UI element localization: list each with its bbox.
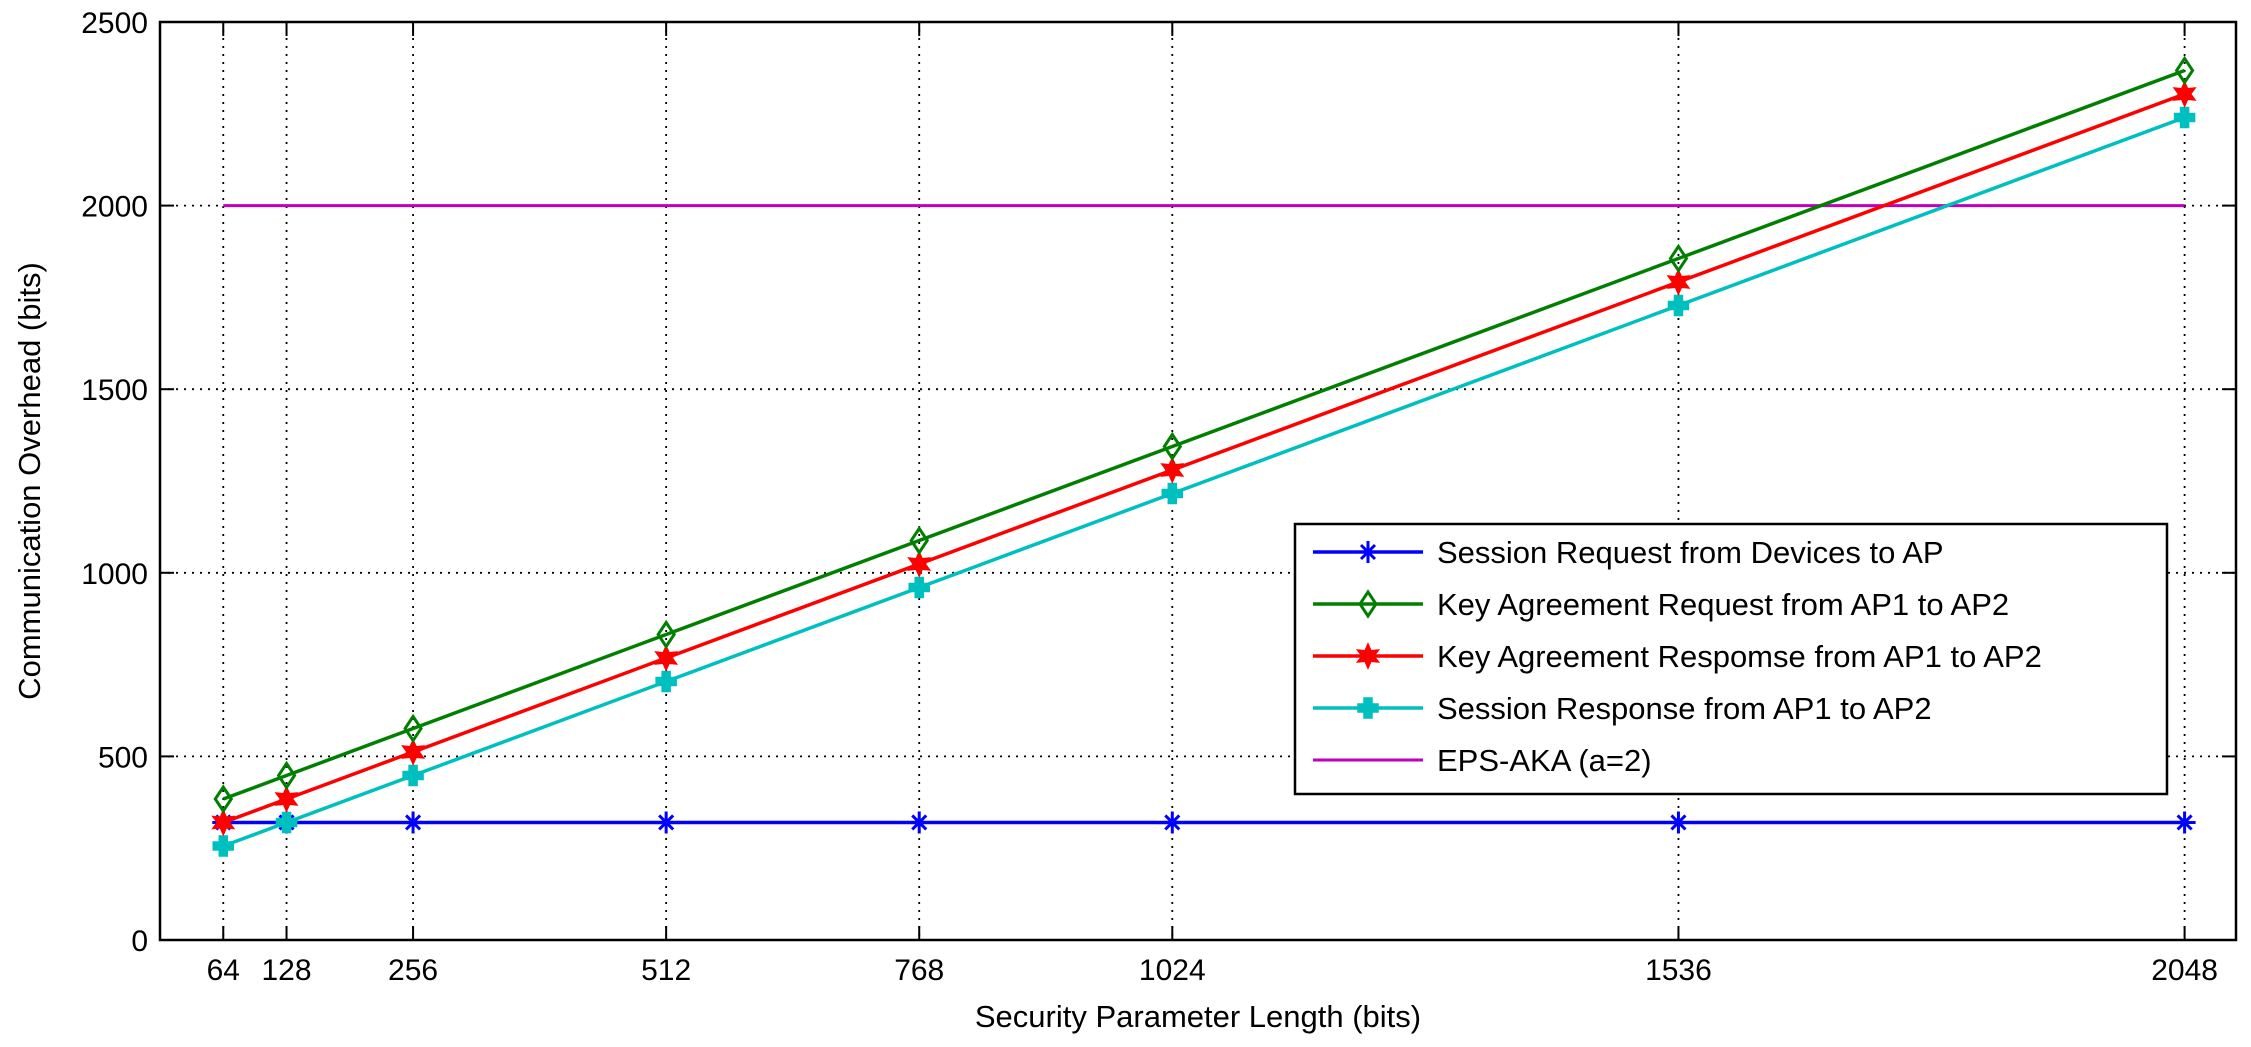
legend-marker (1355, 642, 1381, 670)
data-point (1160, 456, 1185, 484)
data-point (1667, 294, 1690, 317)
y-tick-label: 1000 (81, 558, 148, 591)
data-point (402, 764, 424, 787)
x-tick-label: 768 (894, 954, 944, 987)
data-point (655, 811, 678, 834)
y-tick-label: 1500 (81, 374, 148, 407)
legend-label: Session Response from AP1 to AP2 (1437, 691, 1932, 726)
data-point (2173, 106, 2196, 129)
legend-entry: Key Agreement Respomse from AP1 to AP2 (1313, 639, 2042, 674)
series-2 (211, 80, 2197, 837)
data-point (213, 784, 234, 814)
legend-marker (1358, 589, 1378, 619)
legend-label: Key Agreement Request from AP1 to AP2 (1437, 587, 2009, 622)
x-axis-title: Security Parameter Length (bits) (975, 999, 1421, 1034)
data-point (403, 713, 423, 744)
data-point (211, 808, 236, 837)
data-point (654, 644, 679, 672)
data-point (1666, 268, 1691, 296)
x-tick-label: 64 (207, 954, 240, 987)
x-tick-label: 1536 (1645, 954, 1712, 987)
x-tick-label: 512 (641, 954, 691, 987)
data-point (908, 811, 931, 834)
data-point (1161, 482, 1184, 505)
data-point (655, 670, 677, 693)
data-point (656, 619, 676, 650)
legend-entry: EPS-AKA (a=2) (1313, 743, 1652, 778)
data-point (212, 835, 235, 857)
x-tick-label: 128 (262, 954, 312, 987)
legend-marker (1357, 541, 1379, 563)
data-point (274, 785, 299, 813)
data-point (907, 550, 932, 578)
series-line (222, 115, 2186, 848)
series-1 (213, 55, 2195, 814)
data-point (275, 811, 298, 834)
series-layer (211, 55, 2197, 857)
data-point (1162, 431, 1183, 462)
data-point (1161, 811, 1184, 834)
y-axis-title: Communication Overhead (bits) (12, 262, 47, 700)
x-tick-label: 1024 (1139, 954, 1206, 987)
series-line (222, 68, 2186, 801)
legend-label: Session Request from Devices to AP (1437, 535, 1944, 570)
y-tick-label: 2500 (81, 7, 148, 40)
data-point (2172, 80, 2197, 108)
data-point (402, 811, 425, 834)
legend: Session Request from Devices to AP Key Ag… (1293, 522, 2169, 796)
x-tick-label: 2048 (2151, 954, 2218, 987)
data-point (276, 760, 297, 791)
legend-entry: Session Response from AP1 to AP2 (1313, 691, 1932, 726)
legend-entry: Key Agreement Request from AP1 to AP2 (1313, 587, 2009, 622)
series-line (222, 92, 2186, 825)
legend-label: EPS-AKA (a=2) (1437, 743, 1652, 778)
data-point (2174, 55, 2195, 86)
data-point (2173, 811, 2196, 834)
data-point (401, 738, 426, 766)
axes: 64 128 256 512 768 1024 1536 2048 0 500 1000 1500 20… (81, 7, 2236, 987)
y-tick-label: 2000 (81, 191, 148, 224)
legend-entry: Session Request from Devices to AP (1313, 535, 1944, 570)
series-3 (212, 106, 2196, 857)
y-tick-label: 0 (131, 925, 148, 958)
legend-marker (1357, 697, 1379, 719)
data-point (1668, 243, 1689, 274)
legend-label: Key Agreement Respomse from AP1 to AP2 (1437, 639, 2042, 674)
data-point (1667, 811, 1690, 834)
x-tick-label: 256 (388, 954, 438, 987)
legend-box (1293, 522, 2169, 796)
data-point (909, 525, 930, 556)
y-tick-label: 500 (98, 741, 148, 774)
plot-area-frame (158, 20, 2238, 942)
data-point (908, 576, 930, 599)
